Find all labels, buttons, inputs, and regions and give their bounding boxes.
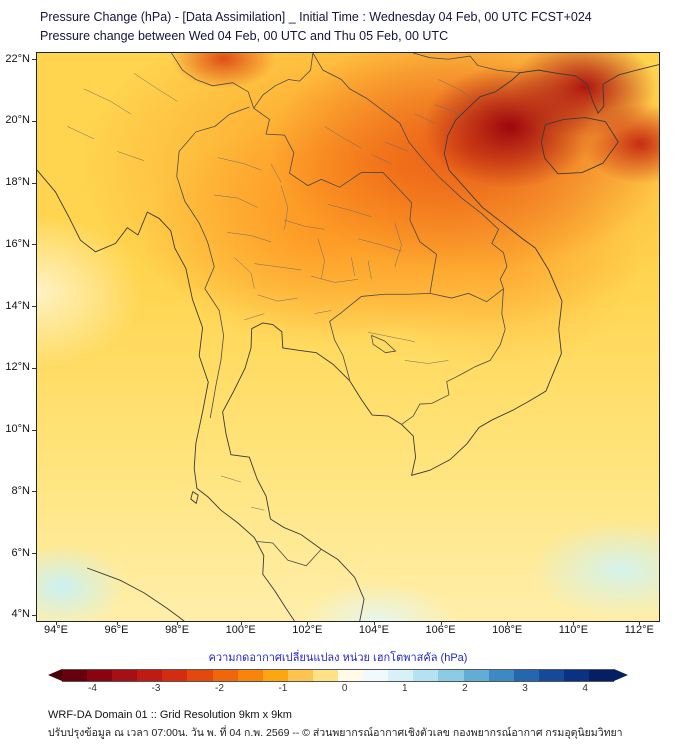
colorbar-tick-label: 2 — [462, 682, 468, 694]
x-tick-label: 110°E — [559, 620, 588, 642]
colorbar-segment — [237, 669, 263, 681]
y-tick-label: 12°N — [5, 361, 36, 374]
colorbar-segment — [312, 669, 339, 681]
country-boundaries — [37, 52, 659, 621]
colorbar-segment — [438, 669, 464, 681]
colorbar-segment — [588, 669, 615, 681]
colorbar-tick-label: 3 — [522, 682, 528, 694]
colorbar-segment — [137, 669, 163, 681]
colorbar-segment — [87, 669, 113, 681]
colorbar-segment — [538, 669, 564, 681]
y-tick-label: 8°N — [11, 484, 37, 497]
footer-credit: ปรับปรุงข้อมูล ณ เวลา 07:00น. วัน พ. ที่… — [48, 726, 623, 739]
x-tick-label: 94°E — [44, 620, 68, 642]
x-tick-label: 98°E — [165, 620, 189, 642]
page-title: Pressure Change (hPa) - [Data Assimilati… — [40, 10, 592, 24]
x-tick-label: 108°E — [492, 620, 522, 642]
colorbar-segment — [112, 669, 138, 681]
colorbar-segment — [463, 669, 489, 681]
colorbar-segment — [513, 669, 539, 681]
colorbar-tick-label: -4 — [88, 682, 97, 694]
colorbar-segment — [338, 669, 364, 681]
colorbar-tick-label: 0 — [341, 682, 348, 694]
colorbar-segment — [563, 669, 589, 681]
colorbar-segment — [413, 669, 439, 681]
page-subtitle: Pressure change between Wed 04 Feb, 00 U… — [40, 28, 449, 43]
colorbar-segment — [212, 669, 238, 681]
map-plot — [36, 51, 660, 622]
colorbar-left-arrow — [48, 669, 62, 681]
y-tick-label: 6°N — [11, 546, 37, 559]
colorbar-ticks: -4 -3 -2 -1 0 1 2 3 4 — [62, 683, 614, 695]
colorbar-segment — [488, 669, 514, 681]
colorbar-segment — [262, 669, 288, 681]
longitude-axis: 94°E 96°E 98°E 100°E 102°E 104°E 106°E 108°E 110… — [36, 620, 660, 642]
map-area: 22°N 20°N 18°N 16°N 14°N 12°N 10°N 8°N 6°N 4°N 94… — [0, 51, 676, 642]
colorbar-tick-label: 1 — [402, 682, 408, 694]
x-tick-label: 104°E — [359, 620, 389, 642]
colorbar-segment — [187, 669, 213, 681]
colorbar-right-arrow — [614, 669, 628, 681]
colorbar-segment — [162, 669, 188, 681]
y-tick-label: 14°N — [5, 299, 36, 312]
colorbar: -4 -3 -2 -1 0 1 2 3 4 — [48, 668, 628, 695]
y-tick-label: 4°N — [11, 608, 37, 621]
colorbar-segment — [287, 669, 313, 681]
x-tick-label: 102°E — [292, 620, 322, 642]
colorbar-scale — [62, 668, 615, 682]
colorbar-segment — [363, 669, 389, 681]
x-tick-label: 112°E — [625, 620, 654, 642]
footer-domain-info: WRF-DA Domain 01 :: Grid Resolution 9km … — [48, 708, 292, 721]
colorbar-tick-label: -3 — [151, 682, 161, 694]
y-tick-label: 20°N — [5, 114, 36, 127]
colorbar-tick-label: 4 — [582, 682, 588, 694]
x-tick-label: 106°E — [426, 620, 456, 642]
y-tick-label: 18°N — [5, 176, 36, 189]
y-tick-label: 22°N — [5, 52, 36, 65]
header: Pressure Change (hPa) - [Data Assimilati… — [0, 0, 676, 46]
colorbar-segment — [388, 669, 414, 681]
colorbar-tick-label: -2 — [215, 682, 224, 694]
colorbar-label: ความกดอากาศเปลี่ยนแปลง หน่วย เฮกโตพาสคัล… — [208, 651, 468, 664]
y-tick-label: 16°N — [5, 237, 36, 250]
colorbar-segment — [62, 669, 88, 681]
latitude-axis: 22°N 20°N 18°N 16°N 14°N 12°N 10°N 8°N 6°N 4°N — [0, 52, 37, 622]
x-tick-label: 100°E — [226, 620, 256, 642]
colorbar-tick-label: -1 — [278, 682, 288, 694]
x-tick-label: 96°E — [105, 620, 129, 642]
y-tick-label: 10°N — [5, 423, 36, 436]
